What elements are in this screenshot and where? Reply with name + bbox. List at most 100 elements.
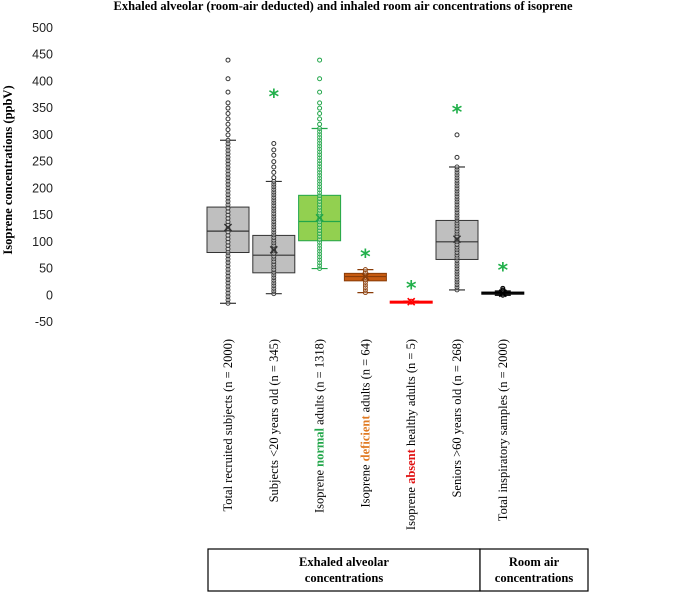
category-label-part: Isoprene (313, 467, 327, 513)
box-group-6: * (481, 258, 525, 298)
outlier-point (225, 105, 231, 111)
box-group-0 (206, 57, 250, 306)
y-tick-label: 500 (32, 21, 53, 35)
significance-star: * (269, 84, 280, 108)
outlier-point (225, 89, 231, 95)
data-point (225, 185, 231, 191)
outlier-point (500, 287, 506, 293)
outlier-point (317, 111, 323, 117)
data-point (362, 267, 368, 273)
outlier-point (317, 89, 323, 95)
outlier-point (271, 175, 277, 181)
data-point (225, 287, 231, 293)
category-label: Total inspiratory samples (n = 2000) (496, 339, 510, 521)
data-point (225, 256, 231, 262)
group-label-0: Exhaled alveolar concentrations (207, 548, 481, 592)
group-box (207, 548, 481, 592)
data-point (225, 273, 231, 279)
data-point (225, 266, 231, 272)
outlier-point (271, 159, 277, 165)
y-tick-label: 100 (32, 235, 53, 249)
y-axis-title: Isoprene concentrations (ppbV) (1, 85, 15, 254)
group-label-line2: concentrations (305, 571, 384, 585)
y-tick-label: 300 (32, 128, 53, 142)
outlier-point (317, 105, 323, 111)
outlier-point (225, 57, 231, 63)
category-label: Total recruited subjects (n = 2000) (221, 339, 235, 511)
mean-marker (269, 245, 278, 254)
mean-marker (407, 297, 416, 306)
data-point (225, 161, 231, 167)
group-label-line2: concentrations (495, 571, 574, 585)
data-point (225, 246, 231, 252)
mean-marker (223, 223, 233, 232)
category-label: Isoprene normal adults (n = 1318) (313, 339, 327, 513)
category-label-part: Subjects <20 years old (n = 345) (267, 339, 281, 502)
outlier-point (271, 164, 277, 170)
group-label-line1: Exhaled alveolar (299, 555, 389, 569)
box-group-1: * (252, 84, 296, 297)
data-point (225, 277, 231, 282)
data-point (225, 175, 231, 181)
y-tick-label: 0 (46, 288, 53, 302)
data-point (225, 195, 231, 201)
box-group-4: * (389, 276, 433, 306)
box-group-5: * (435, 100, 479, 293)
data-point (225, 290, 231, 296)
category-label-part: adults (n = 1318) (313, 339, 327, 428)
outlier-point (225, 121, 231, 127)
data-point (225, 280, 231, 286)
box-group-2 (298, 57, 342, 271)
group-label-boxes: Exhaled alveolar concentrations Room air co… (207, 548, 589, 592)
outlier-point (225, 127, 231, 133)
box-marks: * * * * * (206, 57, 525, 306)
data-point (225, 168, 231, 174)
data-point (225, 300, 231, 306)
data-point (225, 297, 231, 303)
category-label: Isoprene absent healthy adults (n = 5) (404, 339, 418, 530)
mean-marker (315, 213, 324, 222)
significance-star: * (360, 245, 371, 269)
data-point (225, 283, 231, 289)
data-point (225, 158, 231, 164)
category-label-part: Total inspiratory samples (n = 2000) (496, 339, 510, 521)
data-point (225, 198, 231, 204)
outlier-point (271, 147, 277, 153)
category-label: Subjects <20 years old (n = 345) (267, 339, 281, 502)
significance-star: * (452, 100, 463, 124)
box-group-3: * (343, 245, 387, 296)
significance-star: * (406, 276, 417, 300)
data-point (225, 178, 231, 184)
data-point (225, 232, 231, 238)
data-point (225, 229, 231, 235)
category-label-part: healthy adults (n = 5) (404, 339, 418, 449)
category-label-part: deficient (358, 415, 372, 462)
data-point (454, 164, 460, 170)
data-point (225, 209, 231, 215)
data-point (225, 171, 231, 177)
mean-marker (498, 289, 507, 298)
group-box (479, 548, 589, 592)
outlier-point (317, 76, 323, 82)
data-point (225, 147, 231, 153)
outlier-point (225, 116, 231, 122)
outlier-point (271, 152, 277, 158)
data-point (225, 219, 231, 225)
data-point (225, 236, 231, 242)
outlier-point (454, 154, 460, 160)
category-label: Isoprene deficient adults (n = 64) (358, 339, 372, 507)
outlier-point (225, 100, 231, 106)
category-label-part: Isoprene (358, 461, 372, 507)
outlier-point (454, 132, 460, 138)
group-label-1: Room air concentrations (479, 548, 589, 592)
category-labels: Total recruited subjects (n = 2000) Subje… (221, 339, 510, 530)
outlier-point (317, 57, 323, 63)
outlier-point (225, 111, 231, 117)
group-label-line1: Room air (509, 555, 560, 569)
outlier-point (317, 116, 323, 122)
data-point (225, 188, 231, 194)
chart-title: Exhaled alveolar (room-air deducted) and… (113, 0, 572, 13)
data-point (225, 205, 231, 211)
data-point (225, 144, 231, 150)
